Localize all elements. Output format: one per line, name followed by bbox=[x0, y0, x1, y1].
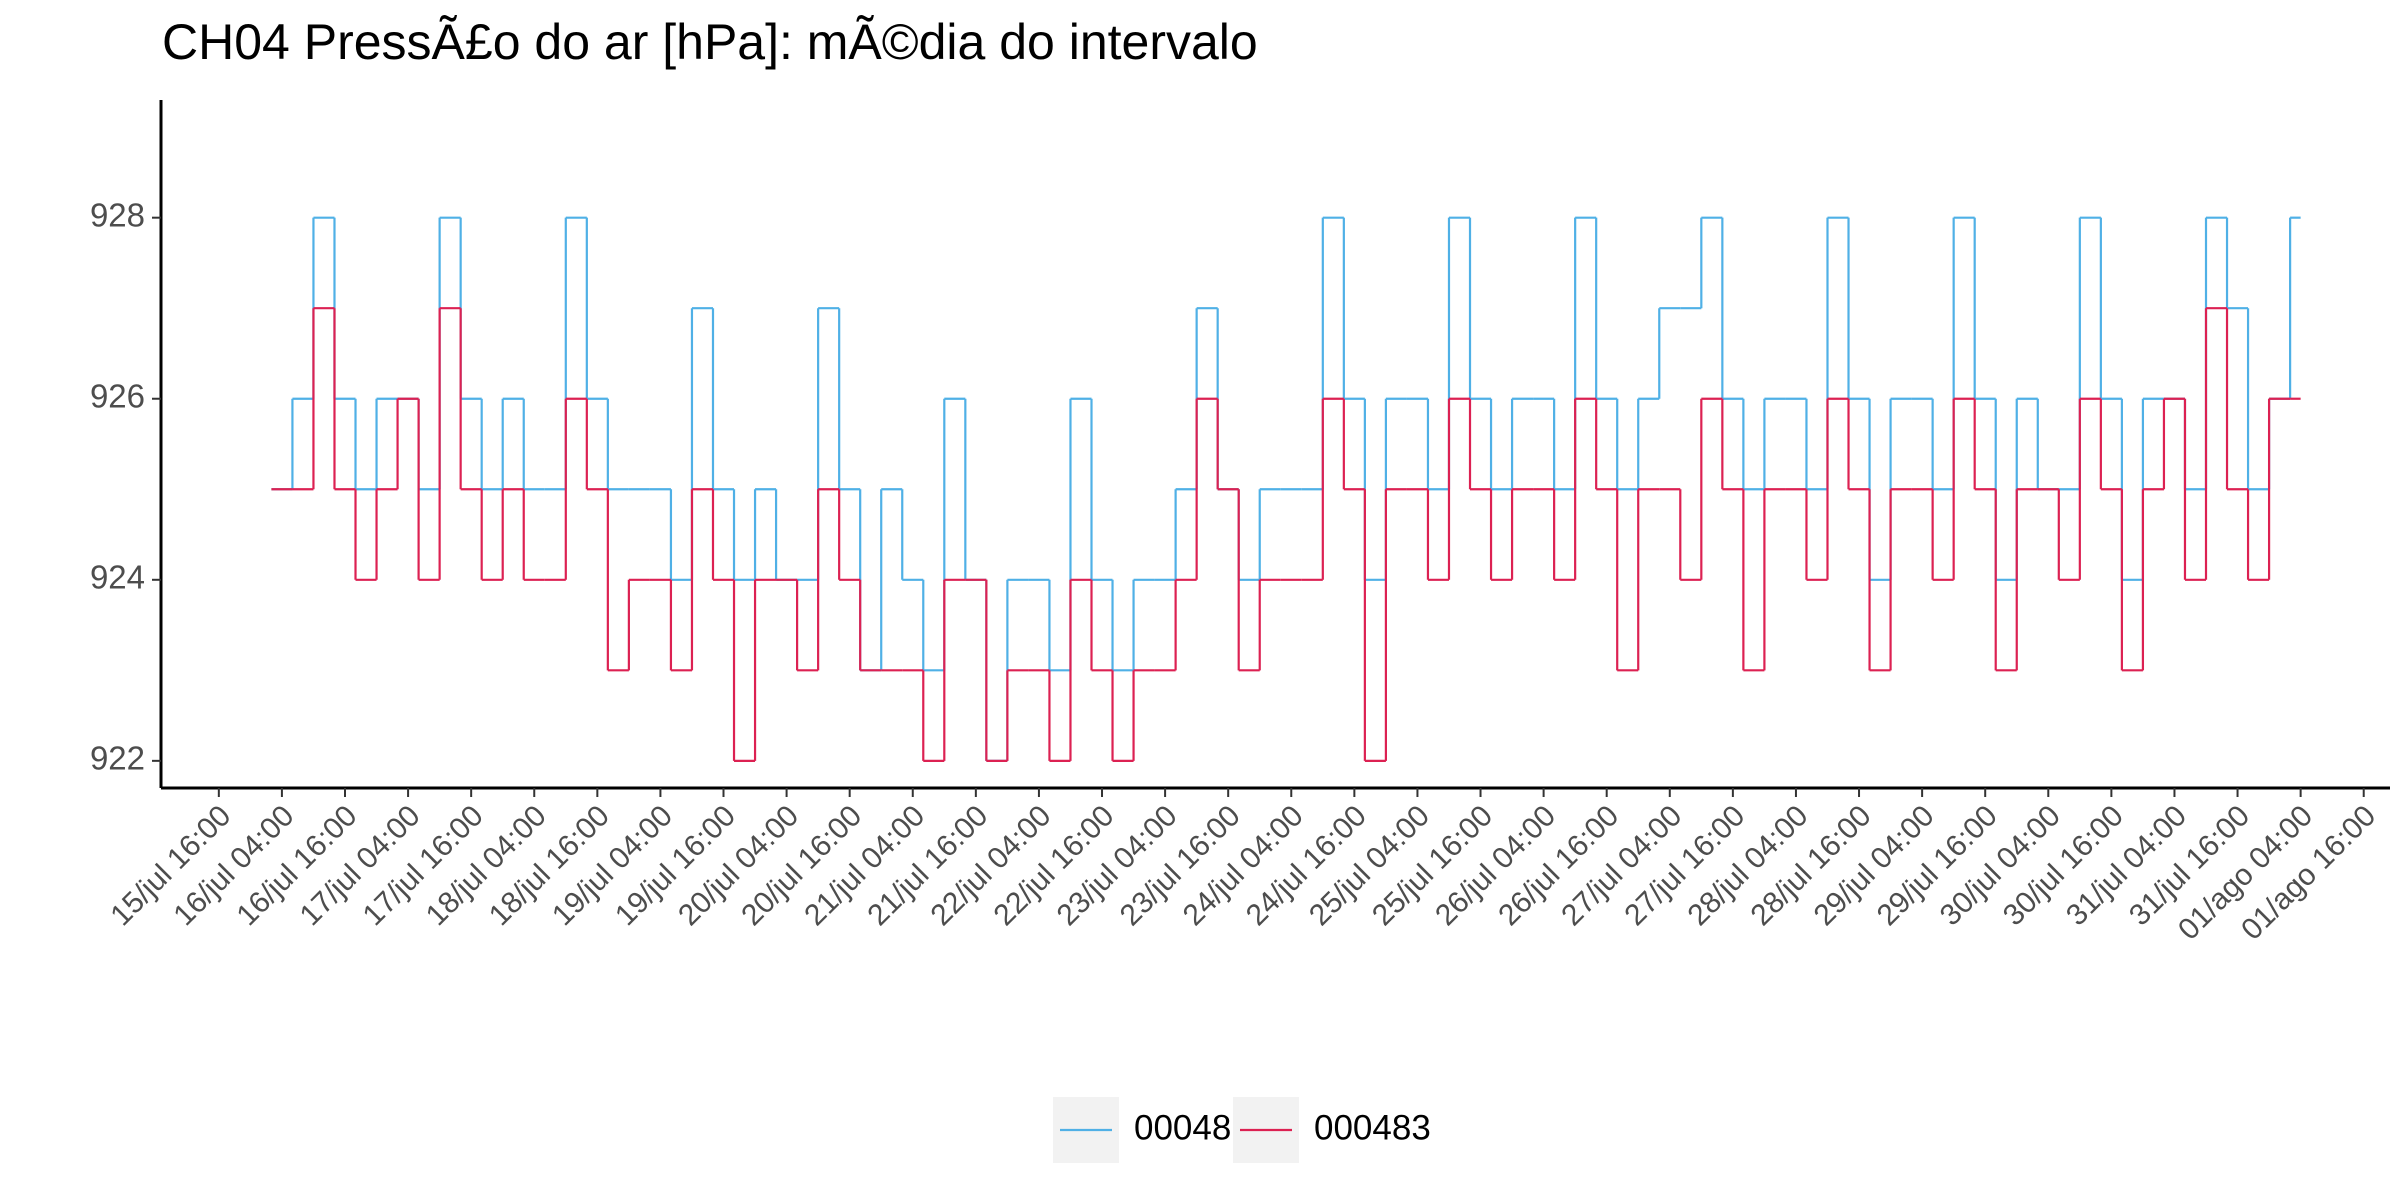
legend-label: 000483 bbox=[1314, 1108, 1431, 1147]
series-line bbox=[271, 307, 2301, 762]
y-tick-label: 928 bbox=[90, 196, 145, 233]
chart-title: CH04 PressÃ£o do ar [hPa]: mÃ©dia do int… bbox=[162, 14, 1258, 70]
series-line bbox=[271, 216, 2301, 762]
legend-label: 000482 bbox=[1134, 1108, 1251, 1147]
y-tick-label: 926 bbox=[90, 377, 145, 414]
y-tick-label: 922 bbox=[90, 740, 145, 777]
y-tick-label: 924 bbox=[90, 559, 145, 596]
